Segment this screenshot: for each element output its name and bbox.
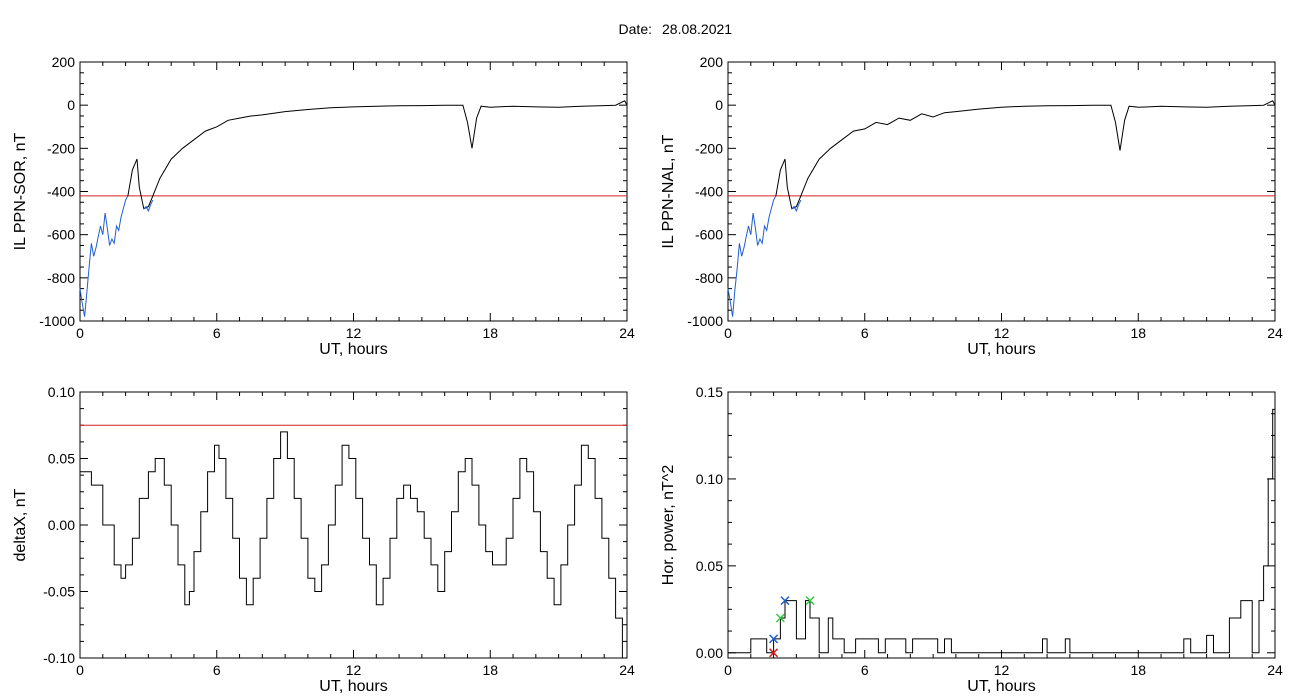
x-tick-label: 12 bbox=[346, 325, 362, 341]
x-tick-label: 0 bbox=[76, 662, 84, 678]
x-tick-label: 6 bbox=[213, 662, 221, 678]
marker-stroke bbox=[769, 648, 779, 658]
x-tick-label: 18 bbox=[482, 662, 498, 678]
marker-stroke bbox=[805, 596, 815, 606]
x-axis-label: UT, hours bbox=[319, 341, 387, 358]
data-marker-4 bbox=[780, 596, 790, 606]
y-tick-label: -200 bbox=[695, 140, 723, 156]
data-marker-2 bbox=[769, 648, 779, 658]
chart-panel-nal: 0 6 12 18 24 200 0 -200 -400 -600 -800 -1000 UT, hou… bbox=[660, 54, 1283, 358]
x-axis-label: UT, hours bbox=[319, 678, 387, 695]
series-line-1 bbox=[727, 195, 777, 317]
x-tick-label: 0 bbox=[76, 325, 84, 341]
date-label: Date: bbox=[619, 21, 652, 37]
y-axis-label: IL PPN-SOR, nT bbox=[12, 132, 29, 250]
y-axis-label: Hor. power, nT^2 bbox=[660, 465, 677, 586]
y-tick-label: 0.10 bbox=[696, 471, 723, 487]
data-marker-5 bbox=[805, 596, 815, 606]
series-line-1 bbox=[79, 195, 129, 317]
x-tick-label: 6 bbox=[861, 325, 869, 341]
chart-panel-deltax: 0 6 12 18 24 0.10 0.05 0.00 -0.05 -0.10 UT, hours d… bbox=[12, 384, 635, 695]
y-tick-label: -0.05 bbox=[43, 584, 75, 600]
plot-frame bbox=[79, 391, 628, 659]
x-tick-label: 0 bbox=[724, 325, 732, 341]
y-tick-label: 0 bbox=[715, 97, 723, 113]
panels: 0 6 12 18 24 200 0 -200 -400 -600 -800 -1000 UT, hou… bbox=[12, 54, 1283, 695]
series-line-2 bbox=[127, 100, 628, 210]
y-tick-label: -1000 bbox=[687, 313, 723, 329]
x-tick-label: 24 bbox=[1267, 325, 1283, 341]
x-tick-label: 18 bbox=[1130, 325, 1146, 341]
date-value: 28.08.2021 bbox=[662, 21, 732, 37]
x-tick-label: 24 bbox=[1267, 662, 1283, 678]
x-tick-label: 12 bbox=[994, 662, 1010, 678]
y-tick-label: 0.05 bbox=[48, 451, 75, 467]
y-axis-label: IL PPN-NAL, nT bbox=[660, 134, 677, 248]
y-tick-label: -400 bbox=[695, 184, 723, 200]
y-tick-label: -200 bbox=[47, 140, 75, 156]
x-tick-label: 24 bbox=[619, 325, 635, 341]
figure-header: Date: 28.08.2021 bbox=[619, 21, 733, 37]
y-axis-label: deltaX, nT bbox=[12, 488, 29, 561]
x-tick-label: 18 bbox=[1130, 662, 1146, 678]
data-marker-1 bbox=[769, 634, 779, 644]
series-line-3 bbox=[791, 199, 802, 213]
y-tick-label: -400 bbox=[47, 184, 75, 200]
y-tick-label: -800 bbox=[695, 270, 723, 286]
x-tick-label: 0 bbox=[724, 662, 732, 678]
series-line-3 bbox=[143, 199, 154, 213]
x-tick-label: 24 bbox=[619, 662, 635, 678]
y-tick-label: -0.10 bbox=[43, 650, 75, 666]
y-tick-label: -800 bbox=[47, 270, 75, 286]
x-axis-label: UT, hours bbox=[967, 678, 1035, 695]
plot-frame bbox=[727, 61, 1276, 322]
series-line-1 bbox=[80, 431, 627, 659]
y-tick-label: 200 bbox=[700, 54, 724, 70]
y-tick-label: 0.05 bbox=[696, 558, 723, 574]
chart-panel-power: 0 6 12 18 24 0.15 0.10 0.05 0.00 UT, hours Hor. po… bbox=[660, 384, 1283, 695]
x-tick-label: 12 bbox=[346, 662, 362, 678]
y-tick-label: 0.00 bbox=[48, 517, 75, 533]
marker-stroke bbox=[780, 596, 790, 606]
x-tick-label: 6 bbox=[861, 662, 869, 678]
chart-panel-sor: 0 6 12 18 24 200 0 -200 -400 -600 -800 -1000 UT, hou… bbox=[12, 54, 635, 358]
marker-stroke bbox=[769, 634, 779, 644]
marker-stroke bbox=[775, 613, 785, 623]
series-line-1 bbox=[728, 408, 1275, 654]
x-tick-label: 12 bbox=[994, 325, 1010, 341]
x-tick-label: 18 bbox=[482, 325, 498, 341]
plot-frame bbox=[79, 61, 628, 322]
x-axis-label: UT, hours bbox=[967, 341, 1035, 358]
y-tick-label: 0.10 bbox=[48, 384, 75, 400]
y-tick-label: -600 bbox=[47, 227, 75, 243]
x-tick-label: 6 bbox=[213, 325, 221, 341]
data-marker-3 bbox=[775, 613, 785, 623]
y-tick-label: -1000 bbox=[39, 313, 75, 329]
y-tick-label: 200 bbox=[52, 54, 76, 70]
y-tick-label: 0.15 bbox=[696, 384, 723, 400]
series-line-2 bbox=[775, 100, 1276, 210]
y-tick-label: 0.00 bbox=[696, 645, 723, 661]
y-tick-label: 0 bbox=[67, 97, 75, 113]
y-tick-label: -600 bbox=[695, 227, 723, 243]
